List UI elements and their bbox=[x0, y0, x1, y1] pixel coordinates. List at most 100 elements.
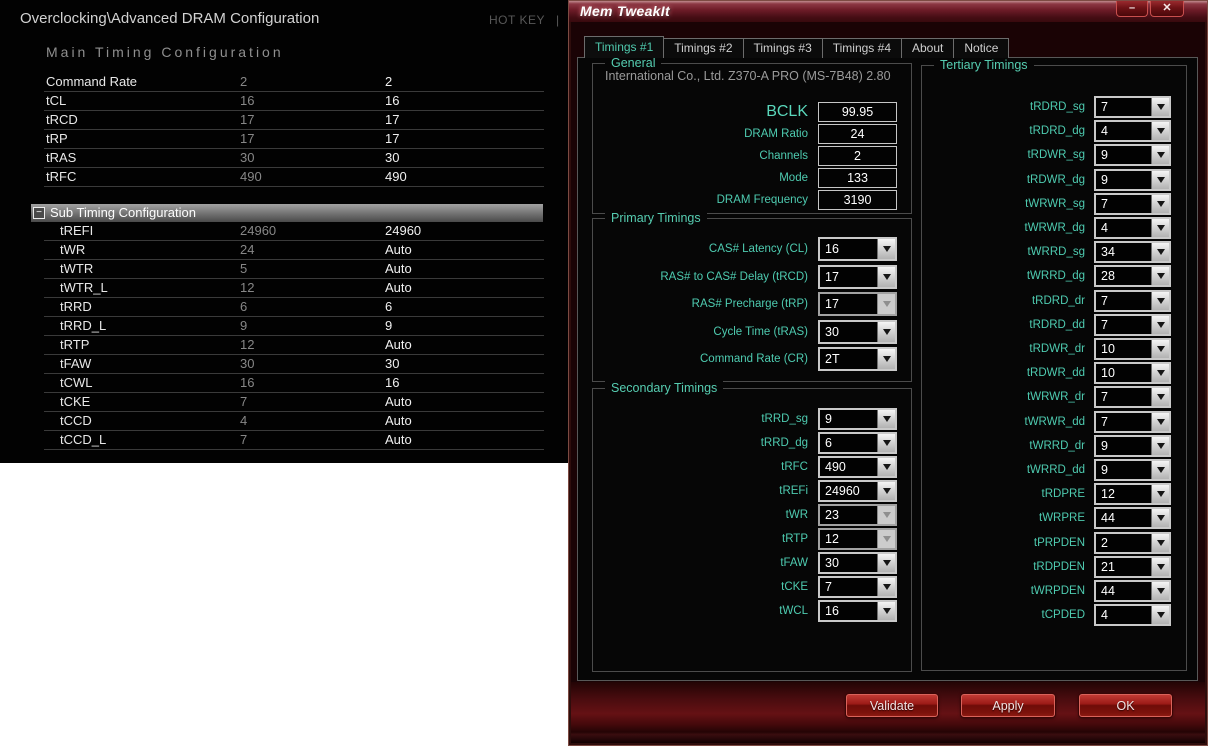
dropdown-arrow-icon[interactable] bbox=[877, 294, 895, 314]
combo-trefi[interactable]: 24960 bbox=[818, 480, 897, 502]
combo-trdpre[interactable]: 12 bbox=[1094, 483, 1171, 505]
combo-twrrd-sg[interactable]: 34 bbox=[1094, 241, 1171, 263]
timing-row-trcd[interactable]: tRCD 17 17 bbox=[44, 111, 544, 130]
combo-tprpden[interactable]: 2 bbox=[1094, 532, 1171, 554]
dropdown-arrow-icon[interactable] bbox=[1151, 364, 1169, 382]
dropdown-arrow-icon[interactable] bbox=[1151, 171, 1169, 189]
combo-twrwr-sg[interactable]: 7 bbox=[1094, 193, 1171, 215]
button-ok[interactable]: OK bbox=[1079, 694, 1172, 717]
timing-row-trfc[interactable]: tRFC 490 490 bbox=[44, 168, 544, 187]
tab-timings-3[interactable]: Timings #3 bbox=[742, 38, 823, 58]
tab-timings-4[interactable]: Timings #4 bbox=[821, 38, 902, 58]
dropdown-arrow-icon[interactable] bbox=[1151, 509, 1169, 527]
dropdown-arrow-icon[interactable] bbox=[877, 349, 895, 369]
combo-twrrd-dr[interactable]: 9 bbox=[1094, 435, 1171, 457]
timing-row-twtr-l[interactable]: tWTR_L 12 Auto bbox=[44, 279, 544, 298]
combo-twrrd-dd[interactable]: 9 bbox=[1094, 459, 1171, 481]
timing-row-tfaw[interactable]: tFAW 30 30 bbox=[44, 355, 544, 374]
combo-trdwr-dr[interactable]: 10 bbox=[1094, 338, 1171, 360]
dropdown-arrow-icon[interactable] bbox=[877, 267, 895, 287]
combo-twrwr-dr[interactable]: 7 bbox=[1094, 386, 1171, 408]
dropdown-arrow-icon[interactable] bbox=[1151, 461, 1169, 479]
timing-row-tcke[interactable]: tCKE 7 Auto bbox=[44, 393, 544, 412]
timing-row-tras[interactable]: tRAS 30 30 bbox=[44, 149, 544, 168]
combo-command-rate-cr[interactable]: 2T bbox=[818, 347, 897, 371]
dropdown-arrow-icon[interactable] bbox=[1151, 606, 1169, 624]
collapse-icon[interactable]: − bbox=[33, 207, 45, 219]
tab-timings-2[interactable]: Timings #2 bbox=[663, 38, 744, 58]
dropdown-arrow-icon[interactable] bbox=[877, 482, 895, 500]
dropdown-arrow-icon[interactable] bbox=[1151, 437, 1169, 455]
dropdown-arrow-icon[interactable] bbox=[1151, 413, 1169, 431]
dropdown-arrow-icon[interactable] bbox=[1151, 267, 1169, 285]
combo-trdwr-dg[interactable]: 9 bbox=[1094, 169, 1171, 191]
timing-row-tccd[interactable]: tCCD 4 Auto bbox=[44, 412, 544, 431]
dropdown-arrow-icon[interactable] bbox=[877, 434, 895, 452]
timing-row-twr[interactable]: tWR 24 Auto bbox=[44, 241, 544, 260]
dropdown-arrow-icon[interactable] bbox=[1151, 219, 1169, 237]
timing-row-trefi[interactable]: tREFI 24960 24960 bbox=[44, 222, 544, 241]
tab-timings-1[interactable]: Timings #1 bbox=[584, 36, 665, 58]
timing-row-trp[interactable]: tRP 17 17 bbox=[44, 130, 544, 149]
dropdown-arrow-icon[interactable] bbox=[877, 602, 895, 620]
button-apply[interactable]: Apply bbox=[961, 694, 1055, 717]
dropdown-arrow-icon[interactable] bbox=[1151, 292, 1169, 310]
combo-tcpded[interactable]: 4 bbox=[1094, 604, 1171, 626]
dropdown-arrow-icon[interactable] bbox=[877, 578, 895, 596]
timing-row-trrd[interactable]: tRRD 6 6 bbox=[44, 298, 544, 317]
dropdown-arrow-icon[interactable] bbox=[1151, 388, 1169, 406]
combo-trdrd-dr[interactable]: 7 bbox=[1094, 290, 1171, 312]
tab-about[interactable]: About bbox=[901, 38, 955, 58]
dropdown-arrow-icon[interactable] bbox=[1151, 195, 1169, 213]
dropdown-arrow-icon[interactable] bbox=[877, 322, 895, 342]
combo-trfc[interactable]: 490 bbox=[818, 456, 897, 478]
window-titlebar[interactable]: Mem TweakIt bbox=[569, 1, 1207, 22]
combo-trdwr-dd[interactable]: 10 bbox=[1094, 362, 1171, 384]
combo-twrrd-dg[interactable]: 28 bbox=[1094, 265, 1171, 287]
window-minimize-button[interactable]: – bbox=[1116, 1, 1148, 17]
combo-twrpre[interactable]: 44 bbox=[1094, 507, 1171, 529]
timing-row-tccd-l[interactable]: tCCD_L 7 Auto bbox=[44, 431, 544, 450]
dropdown-arrow-icon[interactable] bbox=[1151, 243, 1169, 261]
combo-twcl[interactable]: 16 bbox=[818, 600, 897, 622]
combo-ras-to-cas-delay-trcd[interactable]: 17 bbox=[818, 265, 897, 289]
combo-trdpden[interactable]: 21 bbox=[1094, 556, 1171, 578]
dropdown-arrow-icon[interactable] bbox=[1151, 582, 1169, 600]
dropdown-arrow-icon[interactable] bbox=[877, 530, 895, 548]
combo-tfaw[interactable]: 30 bbox=[818, 552, 897, 574]
combo-trrd-dg[interactable]: 6 bbox=[818, 432, 897, 454]
combo-twrpden[interactable]: 44 bbox=[1094, 580, 1171, 602]
dropdown-arrow-icon[interactable] bbox=[877, 554, 895, 572]
combo-twr[interactable]: 23 bbox=[818, 504, 897, 526]
combo-trdrd-dd[interactable]: 7 bbox=[1094, 314, 1171, 336]
combo-tcke[interactable]: 7 bbox=[818, 576, 897, 598]
timing-row-twtr[interactable]: tWTR 5 Auto bbox=[44, 260, 544, 279]
dropdown-arrow-icon[interactable] bbox=[1151, 485, 1169, 503]
combo-trdrd-dg[interactable]: 4 bbox=[1094, 120, 1171, 142]
tab-notice[interactable]: Notice bbox=[953, 38, 1010, 58]
combo-trtp[interactable]: 12 bbox=[818, 528, 897, 550]
dropdown-arrow-icon[interactable] bbox=[1151, 558, 1169, 576]
combo-ras-precharge-trp[interactable]: 17 bbox=[818, 292, 897, 316]
combo-trdrd-sg[interactable]: 7 bbox=[1094, 96, 1171, 118]
combo-twrwr-dd[interactable]: 7 bbox=[1094, 411, 1171, 433]
combo-cas-latency-cl[interactable]: 16 bbox=[818, 237, 897, 261]
dropdown-arrow-icon[interactable] bbox=[1151, 534, 1169, 552]
sub-section-header[interactable]: − Sub Timing Configuration bbox=[31, 204, 543, 222]
timing-row-trrd-l[interactable]: tRRD_L 9 9 bbox=[44, 317, 544, 336]
combo-twrwr-dg[interactable]: 4 bbox=[1094, 217, 1171, 239]
dropdown-arrow-icon[interactable] bbox=[877, 239, 895, 259]
dropdown-arrow-icon[interactable] bbox=[877, 506, 895, 524]
dropdown-arrow-icon[interactable] bbox=[1151, 146, 1169, 164]
dropdown-arrow-icon[interactable] bbox=[877, 458, 895, 476]
timing-row-tcl[interactable]: tCL 16 16 bbox=[44, 92, 544, 111]
dropdown-arrow-icon[interactable] bbox=[1151, 316, 1169, 334]
dropdown-arrow-icon[interactable] bbox=[877, 410, 895, 428]
dropdown-arrow-icon[interactable] bbox=[1151, 122, 1169, 140]
button-validate[interactable]: Validate bbox=[846, 694, 938, 717]
dropdown-arrow-icon[interactable] bbox=[1151, 340, 1169, 358]
combo-cycle-time-tras[interactable]: 30 bbox=[818, 320, 897, 344]
timing-row-tcwl[interactable]: tCWL 16 16 bbox=[44, 374, 544, 393]
window-close-button[interactable]: ✕ bbox=[1150, 1, 1184, 17]
combo-trdwr-sg[interactable]: 9 bbox=[1094, 144, 1171, 166]
